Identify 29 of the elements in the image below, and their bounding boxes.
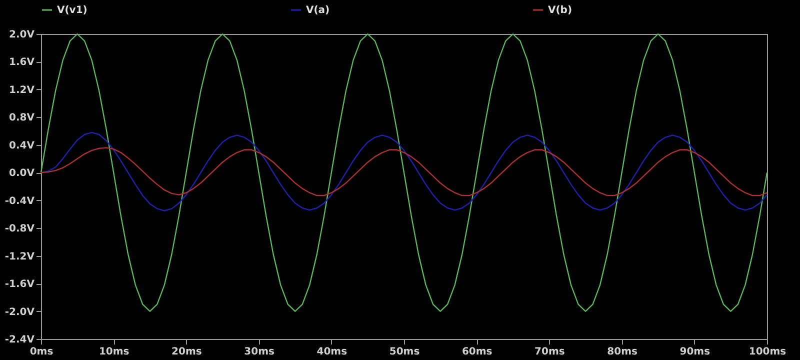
- x-tick-label: 60ms: [462, 346, 492, 358]
- line-series: [40, 33, 768, 312]
- legend-label: V(b): [548, 5, 572, 16]
- legend-label: V(a): [306, 5, 330, 16]
- x-tick-label: 100ms: [748, 346, 786, 358]
- y-tick-label: -1.6V: [4, 279, 35, 290]
- x-tick-label: 50ms: [389, 346, 420, 358]
- x-tick-label: 90ms: [680, 346, 710, 358]
- x-tick-label: 0ms: [30, 346, 54, 358]
- y-tick-label: 0.8V: [9, 112, 35, 124]
- x-tick-label: 30ms: [244, 346, 274, 358]
- x-tick-label: 70ms: [534, 346, 565, 358]
- y-tick-label: 1.6V: [9, 57, 35, 68]
- line-series: [40, 132, 768, 212]
- y-tick-label: -2.0V: [4, 306, 35, 318]
- y-tick-label: -1.2V: [4, 251, 35, 262]
- y-tick-label: -0.4V: [4, 196, 35, 207]
- x-tick-label: 10ms: [98, 346, 130, 358]
- y-tick-label: 1.2V: [9, 84, 35, 96]
- y-tick-label: 2.0V: [9, 30, 35, 40]
- x-tick-label: 40ms: [316, 346, 348, 358]
- y-tick-label: 0.0V: [9, 168, 35, 180]
- line-series: [40, 147, 768, 196]
- y-tick-label: -2.4V: [4, 334, 35, 346]
- legend-label: V(v1): [57, 5, 88, 16]
- x-tick-label: 80ms: [607, 346, 638, 358]
- y-tick-label: 0.4V: [9, 140, 35, 152]
- y-tick-label: -0.8V: [4, 224, 35, 235]
- x-tick-label: 20ms: [172, 346, 202, 358]
